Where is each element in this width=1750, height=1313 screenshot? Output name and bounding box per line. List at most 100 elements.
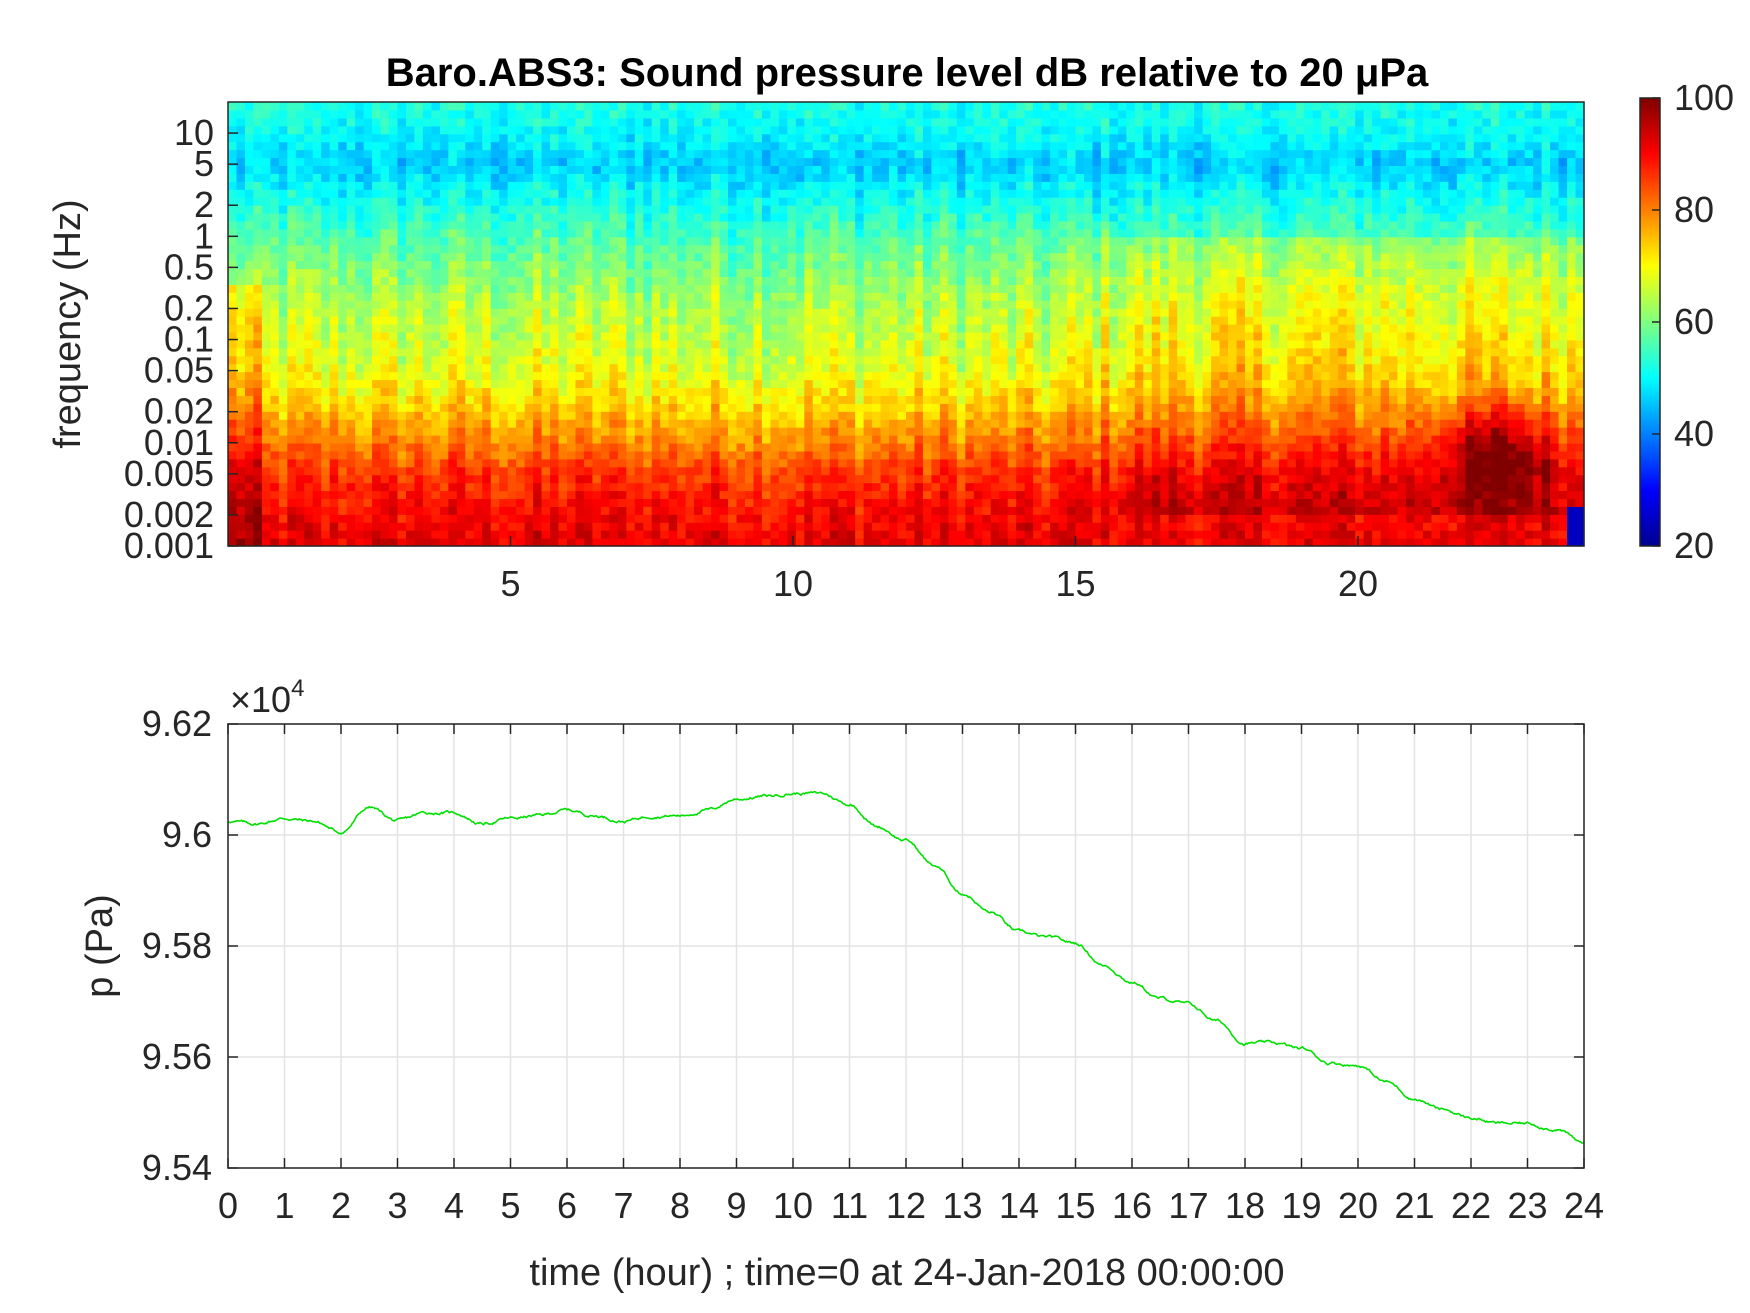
spectrogram-cell (287, 395, 297, 404)
spectrogram-cell (431, 117, 441, 127)
spectrogram-cell (660, 355, 670, 365)
spectrogram-cell (770, 141, 780, 151)
spectrogram-cell (651, 300, 661, 309)
spectrogram-cell (855, 419, 865, 428)
spectrogram-cell (753, 395, 763, 404)
spectrogram-cell (821, 482, 831, 492)
spectrogram-cell (524, 355, 534, 365)
spectrogram-cell (567, 125, 577, 135)
spectrogram-cell (651, 125, 661, 135)
spectrogram-cell (389, 506, 399, 515)
spectrogram-cell (575, 133, 585, 143)
spectrogram-cell (643, 133, 653, 143)
spectrogram-cell (846, 419, 856, 428)
spectrogram-cell (405, 109, 416, 119)
spectrogram-cell (948, 133, 958, 143)
spectrogram-cell (236, 435, 246, 444)
spectrogram-cell (550, 181, 560, 190)
spectrogram-cells (228, 102, 1585, 547)
spectrogram-cell (626, 173, 636, 182)
spectrogram-cell (490, 403, 500, 412)
spectrogram-cell (846, 316, 856, 325)
spectrogram-cell (626, 395, 636, 404)
spectrogram-cell (855, 490, 865, 500)
spectrogram-cell (499, 197, 509, 206)
spectrogram-cell (694, 498, 704, 507)
spectrogram-cell (431, 292, 441, 301)
spectrogram-cell (456, 387, 466, 396)
spectrogram-cell (880, 490, 890, 500)
spectrogram-cell (973, 324, 983, 333)
spectrogram-cell (473, 268, 483, 278)
spectrogram-cell (863, 292, 873, 301)
spectrogram-cell (329, 427, 339, 436)
spectrogram-cell (448, 117, 458, 127)
spectrogram-cell (261, 355, 271, 365)
spectrogram-cell (821, 244, 831, 254)
spectrogram-cell (719, 474, 729, 484)
spectrogram-cell (431, 490, 441, 500)
spectrogram-cell (846, 102, 856, 111)
spectrogram-cell (482, 339, 492, 349)
spectrogram-cell (278, 324, 288, 333)
spectrogram-cell (439, 506, 449, 515)
spectrogram-cell (533, 165, 543, 174)
spectrogram-cell (516, 411, 526, 420)
spectrogram-cell (439, 205, 449, 214)
spectrogram-cell (778, 213, 788, 222)
spectrogram-cell (643, 165, 653, 174)
spectrogram-cell (228, 482, 238, 492)
spectrogram-cell (278, 252, 288, 262)
spectrogram-cell (973, 252, 983, 262)
spectrogram-cell (846, 268, 856, 278)
spectrogram-cell (770, 419, 780, 428)
spectrogram-cell (575, 228, 585, 238)
spectrogram-cell (431, 403, 441, 412)
spectrogram-cell (668, 197, 678, 206)
spectrogram-cell (516, 252, 526, 262)
spectrogram-cell (567, 220, 577, 230)
spectrogram-cell (939, 173, 949, 182)
spectrogram-cell (473, 236, 483, 246)
spectrogram-cell (973, 530, 983, 539)
spectrogram-cell (482, 466, 492, 476)
spectrogram-cell (346, 379, 356, 389)
spectrogram-cell (685, 450, 695, 460)
spectrogram-cell (931, 220, 941, 230)
spectrogram-cell (736, 387, 746, 396)
spectrogram-cell (405, 228, 416, 238)
spectrogram-cell (541, 316, 551, 325)
spectrogram-cell (329, 450, 339, 460)
spectrogram-cell (592, 308, 602, 317)
spectrogram-cell (405, 514, 416, 523)
spectrogram-cell (261, 514, 271, 523)
spectrogram-cell (278, 244, 288, 254)
spectrogram-cell (906, 197, 916, 206)
spectrogram-cell (355, 363, 365, 373)
spectrogram-cell (465, 371, 475, 381)
spectrogram-cell (592, 102, 602, 111)
spectrogram-cell (533, 387, 543, 396)
spectrogram-cell (482, 347, 492, 357)
spectrogram-cell (795, 181, 805, 190)
spectrogram-cell (694, 324, 704, 333)
spectrogram-cell (541, 363, 551, 373)
spectrogram-cell (914, 181, 924, 190)
spectrogram-cell (236, 331, 246, 341)
spectrogram-cell (236, 363, 246, 373)
spectrogram-cell (804, 355, 814, 365)
spectrogram-cell (626, 133, 636, 143)
spectrogram-cell (956, 228, 966, 238)
spectrogram-cell (380, 149, 390, 159)
spectrogram-cell (609, 213, 619, 222)
spectrogram-cell (482, 331, 492, 341)
spectrogram-cell (804, 324, 814, 333)
spectrogram-cell (855, 435, 865, 444)
spectrogram-cell (922, 141, 933, 151)
spectrogram-cell (617, 363, 627, 373)
spectrogram-cell (482, 316, 492, 325)
spectrogram-cell (338, 339, 348, 349)
spectrogram-cell (524, 363, 534, 373)
spectrogram-cell (948, 442, 958, 452)
spectrogram-cell (439, 165, 449, 174)
